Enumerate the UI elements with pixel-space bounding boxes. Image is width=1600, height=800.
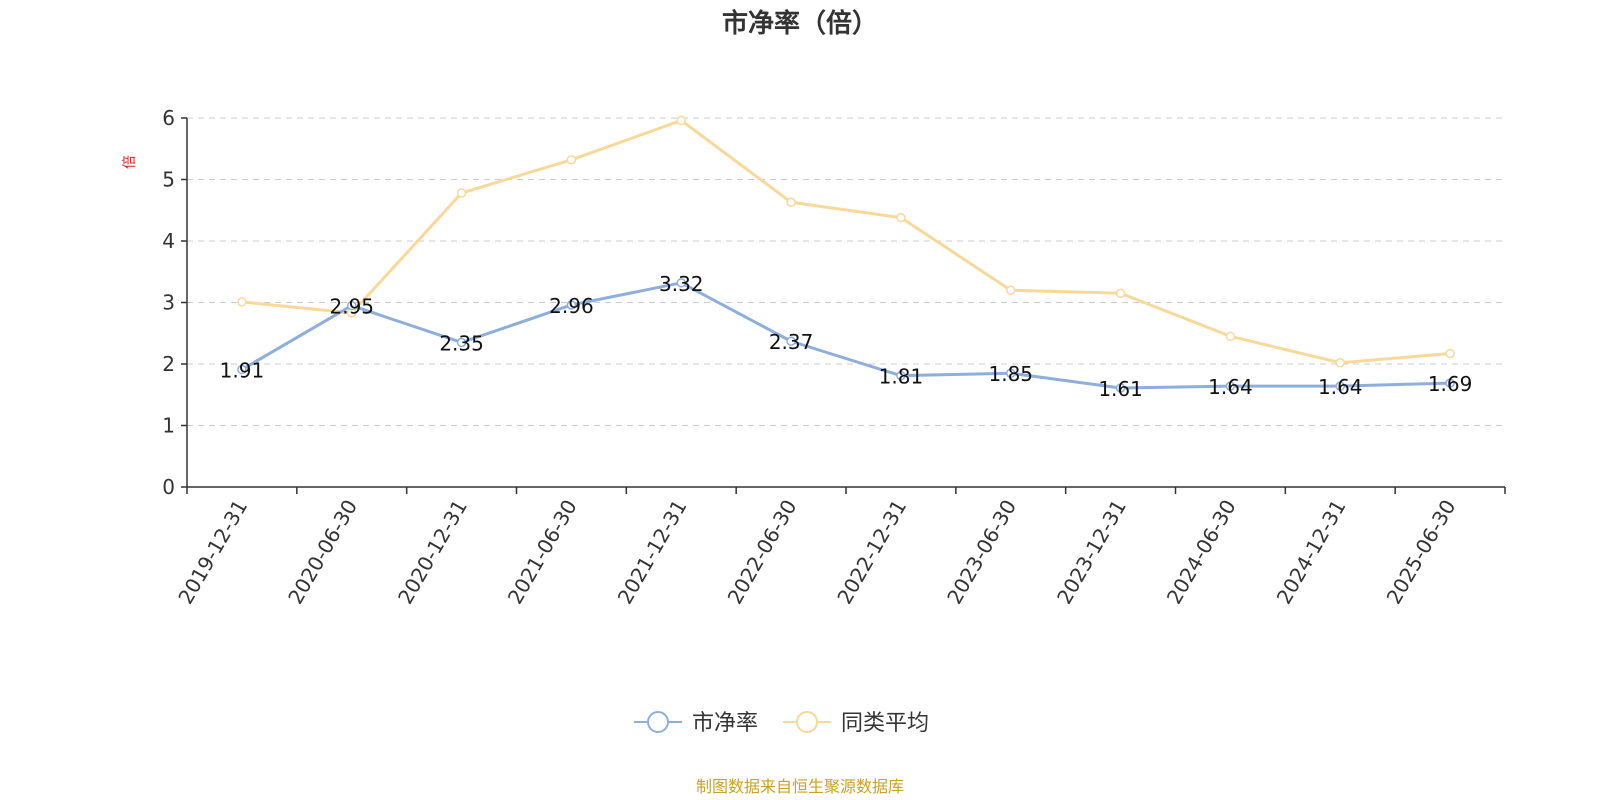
x-tick-label: 2019-12-31: [173, 496, 252, 609]
data-label: 1.64: [1318, 375, 1363, 399]
data-point: [566, 155, 577, 165]
y-tick-label: 6: [162, 106, 175, 130]
y-tick-label: 4: [162, 229, 175, 253]
data-point: [676, 278, 686, 288]
data-point: [237, 364, 247, 375]
data-point: [456, 337, 467, 348]
data-label: 3.32: [659, 272, 704, 296]
data-label: 2.35: [439, 331, 484, 355]
x-tick-label: 2022-12-31: [832, 496, 911, 609]
data-point: [237, 297, 247, 307]
data-point: [896, 370, 906, 381]
data-point: [1335, 358, 1345, 368]
x-tick-label: 2023-06-30: [942, 496, 1021, 609]
data-point: [1225, 331, 1236, 342]
data-label: 1.61: [1098, 377, 1143, 401]
x-tick-label: 2023-12-31: [1052, 496, 1131, 609]
data-point: [786, 197, 796, 208]
data-point: [1115, 288, 1126, 299]
data-label: 2.96: [549, 294, 594, 318]
data-point: [1445, 378, 1455, 388]
series-lines: [237, 115, 1455, 393]
data-point: [1445, 348, 1455, 359]
data-label: 1.91: [220, 359, 265, 383]
data-point: [1335, 381, 1345, 391]
data-point: [676, 115, 686, 126]
y-axis-label: 倍: [122, 155, 138, 169]
y-tick-label: 2: [162, 352, 175, 376]
series-line: [241, 281, 1451, 390]
x-tick-label: 2024-12-31: [1272, 496, 1351, 609]
legend-label: 同类平均: [841, 711, 929, 736]
data-point: [456, 188, 467, 198]
legend-marker: [796, 711, 818, 733]
data-point: [1225, 381, 1236, 391]
data-labels: 1.91 2.95 2.35 2.96 3.32 2.37 1.81 1.85 1.61 1.64…: [220, 272, 1473, 401]
data-point: [1115, 383, 1126, 393]
y-tick-label: 1: [162, 414, 175, 438]
y-tick-label: 0: [162, 475, 175, 499]
y-tick-label: 5: [162, 168, 175, 192]
data-label: 1.85: [988, 362, 1033, 386]
x-tick-label: 2025-06-30: [1382, 496, 1461, 609]
x-tick-label: 2024-06-30: [1162, 496, 1241, 609]
series-line: [241, 118, 1451, 365]
y-tick-label: 3: [162, 291, 175, 315]
legend-label: 市净率: [692, 711, 758, 736]
legend: 市净率 同类平均: [634, 711, 929, 736]
data-point: [786, 336, 796, 346]
data-label: 1.81: [879, 365, 924, 389]
data-point: [896, 212, 906, 223]
data-point: [347, 300, 357, 311]
source-note: 制图数据来自恒生聚源数据库: [696, 777, 904, 796]
data-label: 2.95: [329, 295, 374, 319]
data-label: 1.69: [1428, 372, 1473, 396]
data-label: 1.64: [1208, 375, 1253, 399]
chart-title: 市净率（倍）: [722, 8, 878, 39]
x-tick-label: 2021-12-31: [613, 496, 692, 609]
x-tick-label: 2022-06-30: [723, 496, 802, 609]
x-tick-label: 2020-12-31: [393, 496, 472, 609]
data-point: [1006, 285, 1016, 295]
legend-marker: [647, 711, 669, 733]
data-label: 2.37: [769, 330, 814, 354]
grid-lines: [187, 117, 1505, 426]
data-point: [1006, 368, 1016, 378]
axes: 0 1 2 3 4 5 6 2019-12-31 2020-06-30 2020-12-31 202…: [162, 106, 1506, 609]
x-tick-label: 2021-06-30: [503, 496, 582, 609]
x-tick-label: 2020-06-30: [283, 496, 362, 609]
data-point: [566, 300, 577, 310]
